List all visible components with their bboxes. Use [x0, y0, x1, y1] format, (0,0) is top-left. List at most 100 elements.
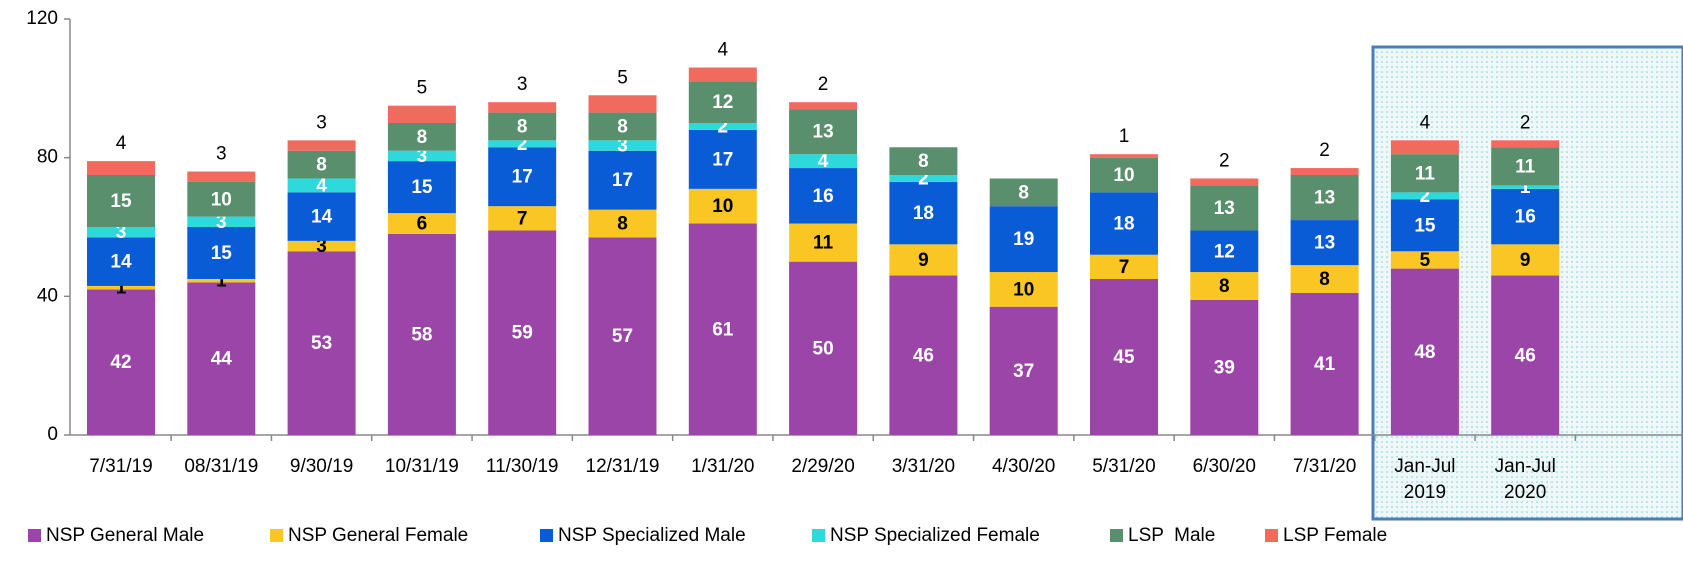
legend-label: NSP General Male: [46, 525, 204, 546]
x-tick-label: Jan-Jul 2019: [1394, 456, 1455, 503]
bar-segment: [688, 81, 757, 123]
bar-segment: [1090, 192, 1158, 255]
data-label: 8: [617, 116, 628, 137]
bar-segment: [1090, 154, 1158, 158]
bar-segment: [1491, 275, 1560, 435]
y-tick-label: 120: [26, 8, 58, 29]
bar-segment: [1090, 254, 1158, 279]
data-label: 50: [813, 338, 834, 359]
data-label: 2: [1319, 140, 1330, 161]
bar-segment: [889, 181, 958, 245]
data-label: 37: [1013, 361, 1034, 382]
bar-segment: [688, 67, 757, 82]
x-tick-label: 2/29/20: [791, 456, 854, 477]
bar-segment: [1290, 175, 1359, 221]
bar-segment: [387, 233, 456, 435]
data-label: 2: [918, 168, 929, 189]
data-label: 2: [1520, 112, 1531, 133]
data-label: 3: [316, 236, 327, 257]
data-label: 10: [211, 189, 232, 210]
bar-segment: [789, 154, 858, 169]
data-label: 6: [417, 214, 428, 235]
bar-segment: [87, 289, 155, 435]
data-label: 58: [411, 324, 432, 345]
bar-segment: [488, 230, 557, 435]
data-label: 7: [517, 208, 528, 229]
bar-segment: [1491, 185, 1560, 189]
legend-label: LSP Female: [1283, 525, 1387, 546]
bar-segment: [688, 223, 757, 435]
data-label: 5: [417, 78, 428, 99]
data-label: 16: [813, 186, 834, 207]
data-label: 4: [818, 151, 829, 172]
bar-segment: [588, 150, 657, 210]
bar-segment: [989, 178, 1058, 207]
data-label: 42: [110, 352, 131, 373]
data-label: 12: [712, 92, 733, 113]
data-label: 4: [1420, 112, 1431, 133]
data-label: 10: [1113, 165, 1134, 186]
bar-segment: [1390, 154, 1459, 193]
bar-segment: [287, 192, 356, 241]
x-tick-label: 11/30/19: [486, 456, 559, 477]
bar-segment: [87, 227, 155, 238]
bar-segment: [1190, 178, 1259, 186]
bar-segment: [588, 140, 657, 151]
data-label: 48: [1414, 342, 1435, 363]
bar-segment: [1290, 292, 1359, 435]
data-label: 4: [316, 175, 327, 196]
data-label: 2: [517, 134, 528, 155]
bar-segment: [1290, 168, 1359, 175]
x-tick-label: 4/30/20: [992, 456, 1055, 477]
bar-segment: [1190, 299, 1259, 435]
bar-segment: [1390, 140, 1459, 155]
x-tick-label: 5/31/20: [1092, 456, 1155, 477]
data-label: 12: [1214, 241, 1235, 262]
bar-segment: [287, 251, 356, 435]
data-label: 15: [110, 191, 132, 212]
data-label: 2: [1420, 186, 1431, 207]
x-tick-label: 7/31/19: [89, 456, 152, 477]
data-label: 3: [517, 74, 528, 95]
bar-segment: [287, 150, 356, 179]
data-label: 17: [612, 170, 633, 191]
data-label: 2: [818, 74, 829, 95]
data-label: 1: [1520, 177, 1531, 198]
data-label: 19: [1013, 229, 1034, 250]
bar-segment: [87, 175, 155, 227]
data-label: 13: [813, 122, 834, 143]
x-tick-label: 9/30/19: [290, 456, 353, 477]
data-label: 8: [517, 116, 528, 137]
data-label: 11: [1415, 163, 1436, 184]
data-label: 13: [1214, 198, 1235, 219]
bar-segment: [87, 237, 155, 286]
data-label: 41: [1314, 354, 1336, 375]
legend-label: LSP Male: [1128, 525, 1215, 546]
data-label: 8: [417, 127, 428, 148]
bar-segment: [1190, 230, 1259, 273]
bar-segment: [387, 150, 456, 162]
data-label: 2: [1219, 150, 1230, 171]
data-label: 8: [1018, 182, 1029, 203]
bar-segment: [889, 275, 958, 435]
data-label: 53: [311, 333, 332, 354]
bar-segment: [688, 188, 757, 224]
data-label: 15: [411, 177, 433, 198]
bar-segment: [789, 261, 858, 435]
data-label: 4: [116, 133, 127, 154]
legend-label: NSP Specialized Female: [830, 525, 1040, 546]
data-label: 3: [216, 212, 227, 233]
bar-segment: [789, 168, 858, 224]
bar-segment: [488, 102, 557, 113]
data-label: 18: [913, 203, 934, 224]
bar-segment: [889, 175, 958, 182]
bar-segment: [1491, 188, 1560, 245]
bar-segment: [488, 206, 557, 231]
bar-segment: [989, 206, 1058, 273]
bar-segment: [1090, 157, 1158, 193]
bar-segment: [287, 140, 356, 151]
data-label: 46: [913, 345, 934, 366]
data-label: 17: [712, 149, 733, 170]
data-label: 16: [1515, 207, 1536, 228]
data-label: 57: [612, 326, 633, 347]
